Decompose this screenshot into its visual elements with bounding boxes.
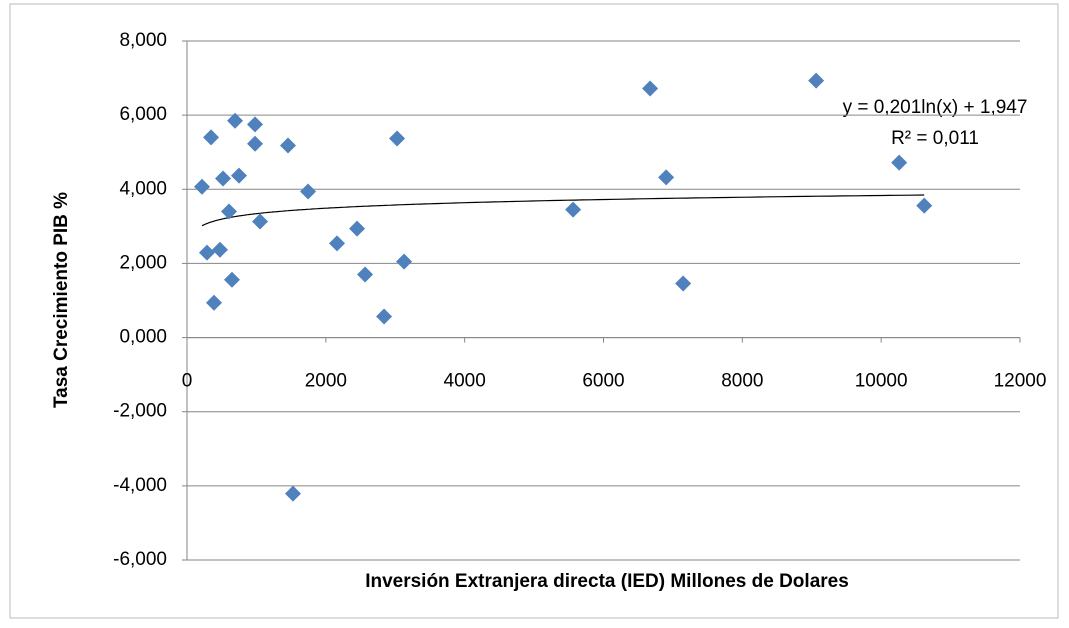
y-tick-label: -4,000 <box>113 475 167 496</box>
r-squared: R² = 0,011 <box>891 128 979 149</box>
y-axis-label: Tasa Crecimiento PIB % <box>51 192 72 408</box>
data-point <box>396 253 413 270</box>
data-point <box>247 135 264 152</box>
data-point <box>349 220 366 237</box>
x-tick-label: 2000 <box>305 371 347 392</box>
y-tick-label: 4,000 <box>119 178 167 199</box>
y-tick-label: 6,000 <box>119 104 167 125</box>
x-tick-label: 10000 <box>855 371 908 392</box>
y-tick-label: 2,000 <box>119 252 167 273</box>
data-point <box>808 72 825 89</box>
x-tick-label: 6000 <box>582 371 624 392</box>
chart-frame <box>9 3 1059 619</box>
y-tick-label: 0,000 <box>119 327 167 348</box>
data-point <box>376 308 393 325</box>
x-tick-label: 12000 <box>994 371 1047 392</box>
x-axis-label: Inversión Extranjera directa (IED) Millo… <box>365 571 849 592</box>
data-point <box>252 213 269 230</box>
data-point <box>203 129 220 146</box>
data-point <box>300 183 317 200</box>
data-point <box>230 167 247 184</box>
data-point <box>389 130 406 147</box>
data-point <box>223 271 240 288</box>
data-point <box>211 241 228 258</box>
data-point <box>206 294 223 311</box>
data-point <box>642 80 659 97</box>
x-tick-label: 0 <box>182 371 193 392</box>
data-point <box>916 197 933 214</box>
y-tick-label: -2,000 <box>113 401 167 422</box>
data-point <box>284 485 301 502</box>
data-point <box>215 170 232 187</box>
data-point <box>220 203 237 220</box>
data-point <box>198 244 215 261</box>
data-point <box>891 154 908 171</box>
x-tick-label: 8000 <box>721 371 763 392</box>
y-tick-label: 8,000 <box>119 30 167 51</box>
data-point <box>565 201 582 218</box>
data-point <box>193 178 210 195</box>
data-point <box>329 235 346 252</box>
trendline <box>201 194 925 227</box>
y-tick-label: -6,000 <box>113 549 167 570</box>
data-point <box>357 266 374 283</box>
data-point <box>247 116 264 133</box>
trendline-equation: y = 0,201ln(x) + 1,947 <box>843 97 1028 118</box>
data-point <box>280 137 297 154</box>
data-point <box>658 169 675 186</box>
data-point <box>227 112 244 129</box>
data-point <box>675 275 692 292</box>
x-tick-label: 4000 <box>444 371 486 392</box>
